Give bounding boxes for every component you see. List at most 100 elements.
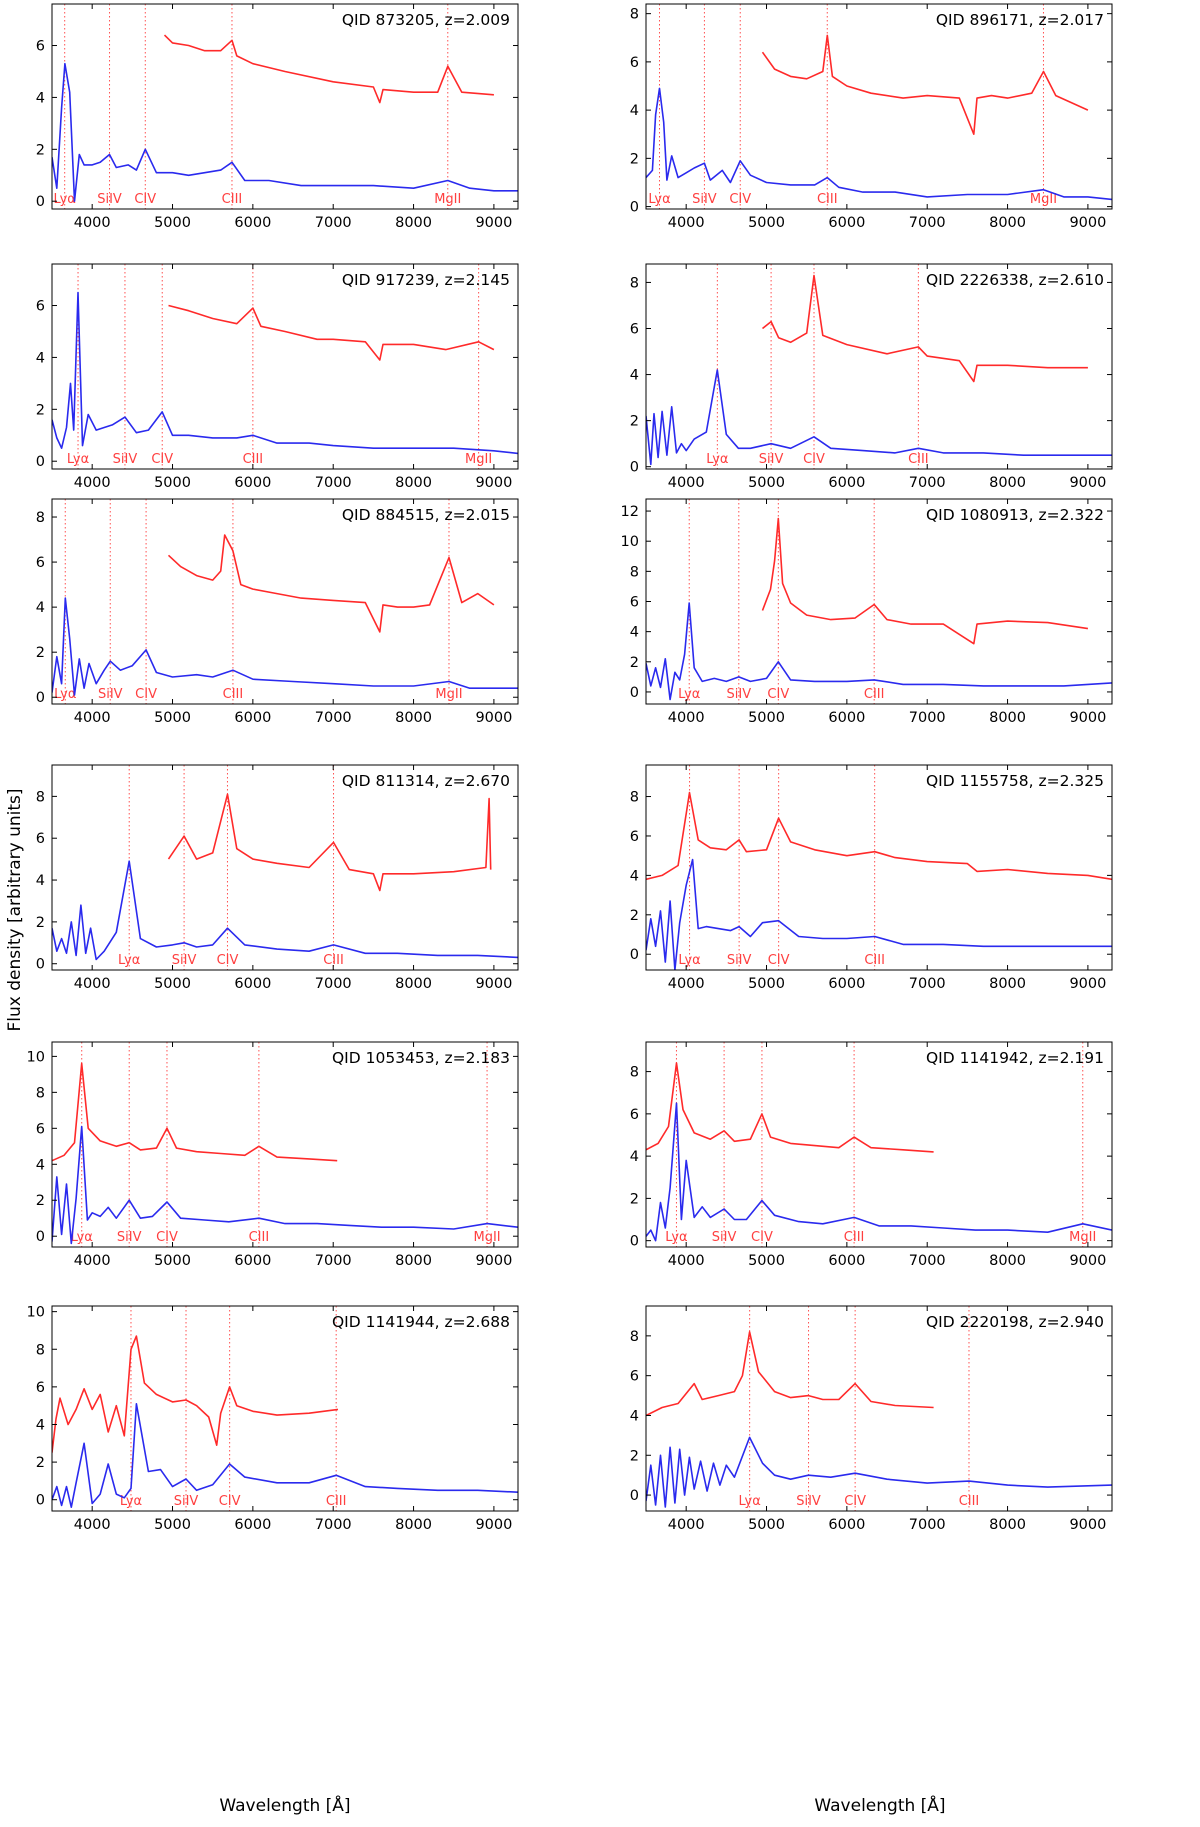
line-label-Lyα: Lyα <box>54 687 76 702</box>
x-tick-label: 9000 <box>475 710 512 726</box>
panel-8: Lyα SiIV CIV CIII 4000 5000 6000 7000 8000 9000 0 2… <box>630 764 1113 992</box>
y-tick-label: 0 <box>36 957 45 973</box>
line-label-CIII: CIII <box>817 192 838 207</box>
y-tick-label: 6 <box>36 1380 45 1396</box>
y-tick-label: 4 <box>36 873 45 889</box>
x-tick-label: 4000 <box>668 976 705 992</box>
panel-7: Lyα SiIV CIV CIII 4000 5000 6000 7000 8000 9000 0 2… <box>36 764 519 992</box>
x-tick-label: 8000 <box>395 976 432 992</box>
y-tick-label: 6 <box>36 831 45 847</box>
x-tick-label: 9000 <box>475 475 512 491</box>
x-axis-label-right: Wavelength [Å] <box>814 1796 946 1816</box>
panel-10: Lyα SiIV CIV CIII MgII 4000 5000 6000 7000 8000 90… <box>630 1041 1113 1269</box>
x-tick-label: 8000 <box>989 1253 1026 1269</box>
line-label-CIV: CIV <box>151 452 173 467</box>
panel-title: QID 1155758, z=2.325 <box>926 772 1104 790</box>
x-tick-label: 6000 <box>828 1253 865 1269</box>
series-reconstructed <box>646 1436 1112 1508</box>
y-tick-label: 2 <box>630 151 639 167</box>
y-tick-label: 6 <box>36 39 45 55</box>
y-tick-label: 8 <box>630 1329 639 1345</box>
y-tick-label: 4 <box>630 1408 639 1424</box>
series-reconstructed <box>646 858 1112 970</box>
x-tick-label: 6000 <box>828 976 865 992</box>
panel-12: Lyα SiIV CIV CIII 4000 5000 6000 7000 8000 9000 0 2… <box>630 1305 1113 1533</box>
y-tick-label: 4 <box>36 90 45 106</box>
x-tick-label: 8000 <box>989 1517 1026 1533</box>
x-tick-label: 5000 <box>154 215 191 231</box>
line-label-SiIV: SiIV <box>712 1230 737 1245</box>
x-tick-label: 5000 <box>748 475 785 491</box>
x-tick-label: 6000 <box>234 475 271 491</box>
panel-frame <box>645 3 1113 210</box>
x-tick-label: 9000 <box>1069 215 1106 231</box>
line-label-CIV: CIV <box>156 1230 178 1245</box>
line-label-Lyα: Lyα <box>678 953 700 968</box>
y-tick-label: 2 <box>36 1193 45 1209</box>
panel-title: QID 896171, z=2.017 <box>936 11 1104 29</box>
y-tick-label: 2 <box>36 142 45 158</box>
y-tick-label: 6 <box>630 321 639 337</box>
panel-2: Lyα SiIV CIV CIII MgII 4000 5000 6000 7000 8000 90… <box>630 3 1113 231</box>
panel-5: Lyα SiIV CIV CIII MgII 4000 5000 6000 7000 8000 90… <box>36 498 519 726</box>
line-label-CIII: CIII <box>864 687 885 702</box>
x-tick-label: 7000 <box>315 710 352 726</box>
x-tick-label: 4000 <box>668 1517 705 1533</box>
series-observed <box>52 1335 339 1453</box>
line-label-CIV: CIV <box>768 953 790 968</box>
panel-frame <box>51 1041 519 1248</box>
line-label-CIV: CIV <box>767 687 789 702</box>
series-reconstructed <box>52 62 518 202</box>
x-tick-label: 4000 <box>74 1253 111 1269</box>
series-observed <box>163 34 494 104</box>
line-label-CIII: CIII <box>323 953 344 968</box>
y-axis-label: Flux density [arbitrary units] <box>2 0 28 1823</box>
line-label-SiIV: SiIV <box>759 452 784 467</box>
x-tick-label: 4000 <box>668 1253 705 1269</box>
x-tick-label: 6000 <box>234 1253 271 1269</box>
y-tick-label: 0 <box>36 194 45 210</box>
line-label-SiIV: SiIV <box>692 192 717 207</box>
series-observed <box>761 517 1089 645</box>
series-reconstructed <box>52 597 518 696</box>
y-tick-label: 0 <box>36 1493 45 1509</box>
y-tick-label: 6 <box>630 829 639 845</box>
panel-frame <box>51 498 519 705</box>
y-tick-label: 0 <box>630 1234 639 1250</box>
y-tick-label: 8 <box>630 275 639 291</box>
x-tick-label: 4000 <box>668 710 705 726</box>
line-label-SiIV: SiIV <box>174 1494 199 1509</box>
y-tick-label: 10 <box>27 1305 45 1321</box>
y-tick-label: 4 <box>630 103 639 119</box>
x-tick-label: 4000 <box>668 215 705 231</box>
line-label-SiIV: SiIV <box>727 687 752 702</box>
series-observed <box>168 304 495 361</box>
panel-3: Lyα SiIV CIV CIII MgII 4000 5000 6000 7000 8000 90… <box>36 263 519 491</box>
line-label-Lyα: Lyα <box>648 192 670 207</box>
panel-title: QID 2226338, z=2.610 <box>926 271 1104 289</box>
line-label-CIII: CIII <box>249 1230 270 1245</box>
x-tick-label: 4000 <box>74 976 111 992</box>
x-tick-label: 7000 <box>315 215 352 231</box>
panel-title: QID 1141944, z=2.688 <box>332 1313 510 1331</box>
y-tick-label: 8 <box>630 7 639 23</box>
x-tick-label: 6000 <box>828 1517 865 1533</box>
panel-frame <box>645 1041 1113 1248</box>
x-tick-label: 9000 <box>475 976 512 992</box>
x-tick-label: 5000 <box>748 1253 785 1269</box>
series-observed <box>646 791 1112 881</box>
x-tick-label: 5000 <box>154 1253 191 1269</box>
line-label-Lyα: Lyα <box>67 452 89 467</box>
panel-title: QID 2220198, z=2.940 <box>926 1313 1104 1331</box>
series-reconstructed <box>646 369 1112 466</box>
y-tick-label: 2 <box>630 908 639 924</box>
y-tick-label: 8 <box>630 564 639 580</box>
x-tick-label: 8000 <box>989 215 1026 231</box>
y-tick-label: 4 <box>36 1157 45 1173</box>
y-tick-label: 0 <box>630 460 639 476</box>
y-tick-label: 0 <box>36 690 45 706</box>
y-tick-label: 2 <box>630 655 639 671</box>
panel-title: QID 1053453, z=2.183 <box>332 1049 510 1067</box>
y-tick-label: 2 <box>630 1448 639 1464</box>
